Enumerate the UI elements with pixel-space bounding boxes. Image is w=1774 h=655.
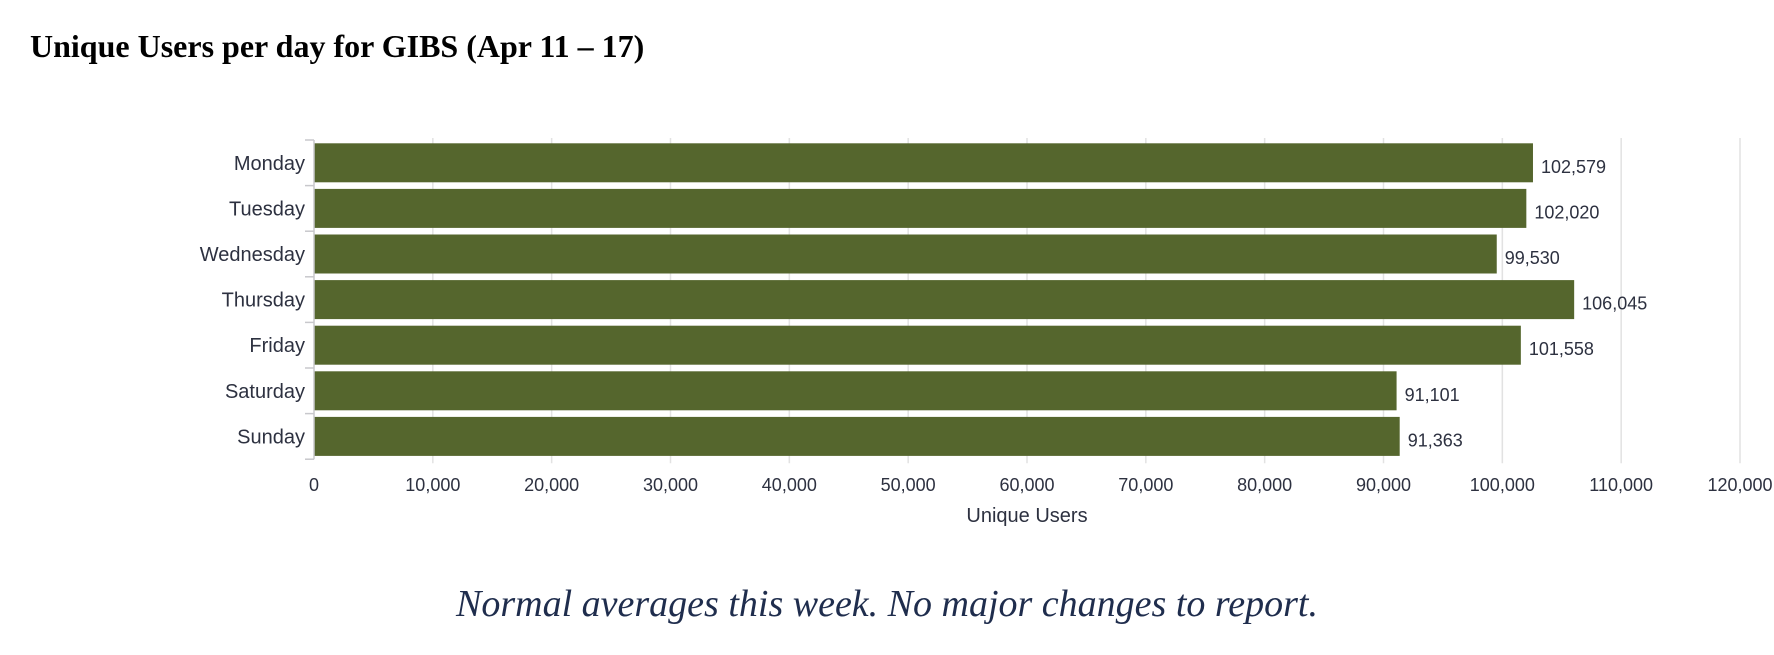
x-tick-label: 30,000: [643, 475, 698, 495]
x-tick-label: 40,000: [762, 475, 817, 495]
category-label: Monday: [234, 153, 305, 175]
category-label: Saturday: [225, 381, 305, 403]
category-label: Tuesday: [229, 198, 305, 220]
x-tick-label: 70,000: [1118, 475, 1173, 495]
x-tick-label: 100,000: [1470, 475, 1535, 495]
bar-sunday: [314, 416, 1400, 456]
page-title: Unique Users per day for GIBS (Apr 11 – …: [30, 28, 645, 64]
bar-friday: [314, 325, 1521, 365]
x-tick-label: 110,000: [1589, 475, 1653, 495]
x-tick-label: 50,000: [881, 475, 936, 495]
bar-thursday: [314, 280, 1575, 320]
x-tick-label: 10,000: [405, 475, 460, 495]
x-tick-label: 90,000: [1356, 475, 1411, 495]
summary-caption: Normal averages this week. No major chan…: [456, 583, 1318, 625]
value-label: 91,101: [1405, 385, 1460, 405]
x-tick-label: 80,000: [1237, 475, 1292, 495]
bar-saturday: [314, 371, 1397, 411]
value-label: 91,363: [1408, 430, 1463, 450]
x-tick-label: 20,000: [524, 475, 579, 495]
x-axis-title: Unique Users: [966, 505, 1087, 527]
bar-wednesday: [314, 234, 1497, 274]
labels: 0 10,000 20,000 30,000 40,000 50,000 60,000 70,…: [200, 153, 1773, 527]
axes: [305, 139, 315, 460]
value-label: 102,020: [1534, 202, 1599, 222]
category-label: Thursday: [222, 290, 305, 312]
category-label: Friday: [249, 335, 305, 357]
value-label: 101,558: [1529, 339, 1594, 359]
value-label: 106,045: [1582, 294, 1647, 314]
value-label: 102,579: [1541, 157, 1606, 177]
value-label: 99,530: [1505, 248, 1560, 268]
bar-monday: [314, 143, 1533, 183]
x-tick-label: 0: [309, 475, 319, 495]
category-label: Wednesday: [200, 244, 305, 266]
category-label: Sunday: [237, 426, 305, 448]
x-tick-label: 60,000: [999, 475, 1054, 495]
bars: [314, 143, 1575, 456]
x-tick-label: 120,000: [1707, 475, 1772, 495]
bar-tuesday: [314, 188, 1527, 228]
